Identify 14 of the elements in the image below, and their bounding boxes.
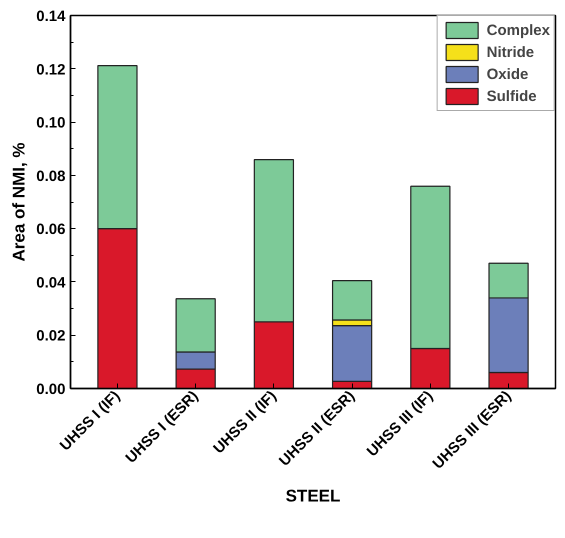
y-tick-label: 0.02	[36, 328, 66, 345]
y-tick-label: 0.00	[36, 381, 66, 398]
y-tick-label: 0.14	[36, 8, 66, 25]
legend-label: Oxide	[486, 66, 528, 82]
y-tick-label: 0.06	[36, 221, 66, 238]
x-axis-title: STEEL	[286, 486, 340, 506]
y-tick-label: 0.04	[36, 274, 66, 292]
y-tick-label: 0.12	[36, 61, 66, 78]
legend-label: Nitride	[486, 44, 534, 60]
y-axis-title: Area of NMI, %	[9, 142, 28, 262]
legend-label: Sulfide	[486, 88, 537, 104]
y-tick-label: 0.10	[36, 114, 66, 132]
y-tick-label: 0.08	[36, 168, 66, 185]
legend-label: Complex	[486, 22, 550, 38]
